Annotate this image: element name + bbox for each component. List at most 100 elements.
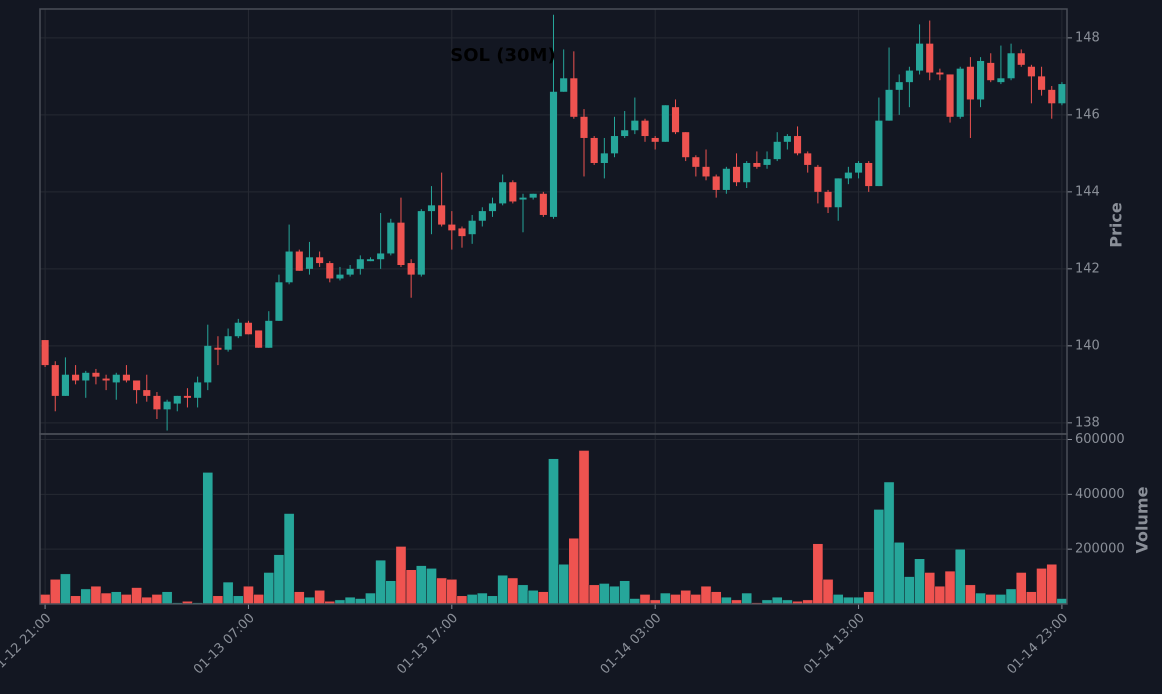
volume-bar: [578, 450, 590, 605]
candle-body: [671, 107, 680, 133]
candle-body: [377, 253, 385, 260]
volume-bar: [924, 572, 936, 605]
candle-body: [916, 43, 924, 71]
volume-bar: [456, 595, 468, 605]
candle-body: [438, 205, 446, 225]
candle-body: [590, 137, 598, 163]
volume-bar: [110, 591, 122, 605]
candle-body: [255, 330, 263, 348]
candle-body: [417, 211, 425, 275]
candle-body: [936, 72, 944, 75]
candle-body: [814, 166, 822, 192]
candle-body: [1058, 84, 1066, 104]
y-tick-label: 144: [1075, 184, 1100, 199]
candle-body: [977, 60, 985, 100]
volume-bar: [670, 594, 681, 605]
candle-body: [41, 340, 49, 366]
candle-body: [560, 78, 568, 92]
volume-bar: [863, 591, 875, 605]
volume-bar: [212, 595, 224, 605]
volume-bar: [100, 592, 112, 605]
volume-bar: [537, 591, 549, 605]
volume-frame: [39, 433, 1068, 605]
candle-body: [122, 374, 130, 381]
volume-bar: [853, 596, 864, 605]
volume-bar: [588, 584, 600, 605]
candle-body: [346, 268, 354, 275]
candle-body: [539, 193, 547, 215]
y-tick-label: 148: [1075, 30, 1100, 45]
volume-bar: [253, 594, 264, 605]
y-tick-label: 138: [1075, 415, 1100, 430]
volume-bar: [660, 592, 671, 605]
candle-body: [600, 153, 608, 163]
candle-body: [183, 395, 191, 398]
candle-body: [743, 162, 751, 183]
volume-bar: [558, 563, 570, 605]
y-tick-label: 146: [1075, 107, 1100, 122]
candle-body: [72, 374, 80, 381]
candle-body: [946, 74, 954, 117]
volume-bar: [1046, 563, 1058, 605]
candle-body: [448, 224, 456, 231]
candle-body: [397, 222, 405, 266]
volume-bar: [39, 594, 51, 605]
candle-body: [895, 82, 903, 90]
candle-body: [356, 259, 364, 269]
candle-body: [682, 132, 690, 158]
volume-bar: [985, 594, 997, 605]
candle-body: [610, 136, 619, 154]
candle-body: [366, 259, 375, 262]
volume-bar: [80, 588, 92, 605]
y-tick-label: 400000: [1075, 487, 1125, 502]
candle-body: [956, 68, 964, 117]
candle-body: [336, 274, 344, 279]
volume-bar: [497, 574, 508, 605]
candle-body: [844, 172, 852, 179]
candle-body: [753, 162, 761, 167]
candle-body: [458, 228, 466, 237]
candle-body: [173, 395, 181, 404]
candle-body: [712, 176, 720, 190]
volume-bar: [883, 481, 895, 605]
volume-bar: [771, 596, 783, 605]
candle-body: [82, 372, 90, 381]
candle-body: [549, 91, 558, 217]
candle-body: [295, 251, 303, 271]
candle-body: [163, 401, 171, 410]
volume-bar: [741, 592, 753, 605]
volume-bar: [426, 568, 437, 605]
volume-bar: [822, 579, 834, 605]
volume-bar: [507, 577, 519, 605]
volume-bar: [121, 594, 132, 605]
volume-bar: [131, 587, 142, 605]
chart-title: SOL (30M): [450, 45, 555, 66]
volume-bar: [710, 591, 722, 605]
candle-body: [763, 159, 771, 165]
candle-body: [204, 345, 212, 383]
volume-bar: [70, 595, 81, 605]
volume-bar: [354, 598, 366, 605]
candle-body: [244, 322, 253, 335]
volume-bar: [873, 509, 885, 605]
volume-bar: [232, 595, 244, 605]
volume-bar: [812, 543, 824, 605]
candle-body: [1007, 53, 1015, 79]
y-tick-label: 200000: [1075, 542, 1125, 557]
candle-body: [702, 166, 710, 177]
volume-bar: [904, 576, 915, 605]
candle-body: [732, 166, 741, 183]
candle-body: [783, 136, 791, 142]
volume-bar: [375, 559, 386, 605]
candle-body: [1038, 76, 1046, 90]
candle-body: [478, 211, 486, 221]
candle-body: [793, 136, 802, 154]
candle-body: [926, 43, 934, 73]
volume-bar: [1026, 591, 1037, 605]
candle-body: [692, 157, 700, 167]
candle-body: [509, 182, 517, 202]
volume-bar: [893, 542, 905, 605]
candle-body: [488, 203, 497, 212]
